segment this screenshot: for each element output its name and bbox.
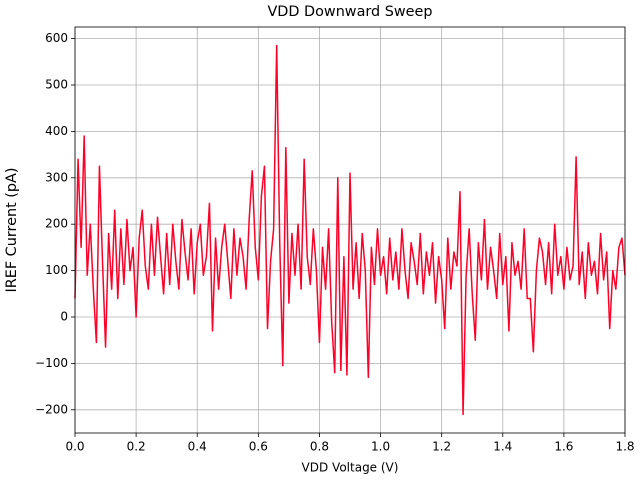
data-line	[74, 44, 626, 416]
y-tick-label: −200	[35, 402, 68, 416]
y-tick-label: 400	[45, 124, 68, 138]
plot-frame	[74, 26, 626, 434]
y-tick-label: 500	[45, 78, 68, 92]
x-tick-label: 1.8	[615, 440, 634, 454]
x-tick-label: 1.0	[371, 440, 390, 454]
x-tick-label: 1.2	[432, 440, 451, 454]
y-tick-label: 100	[45, 263, 68, 277]
x-tick-label: 0.6	[249, 440, 268, 454]
x-tick-label: 0.0	[65, 440, 84, 454]
x-tick-label: 0.4	[188, 440, 207, 454]
x-tick-label: 1.4	[493, 440, 512, 454]
x-axis-label: VDD Voltage (V)	[302, 461, 399, 475]
chart-title: VDD Downward Sweep	[267, 4, 432, 20]
y-tick-label: 600	[45, 31, 68, 45]
y-tick-label: −100	[35, 356, 68, 370]
y-axis-label: IREF Current (pA)	[4, 167, 20, 292]
x-tick-label: 1.6	[554, 440, 573, 454]
y-tick-label: 0	[60, 310, 68, 324]
y-tick-label: 200	[45, 217, 68, 231]
y-tick-label: 300	[45, 170, 68, 184]
x-tick-label: 0.2	[127, 440, 146, 454]
x-tick-label: 0.8	[310, 440, 329, 454]
